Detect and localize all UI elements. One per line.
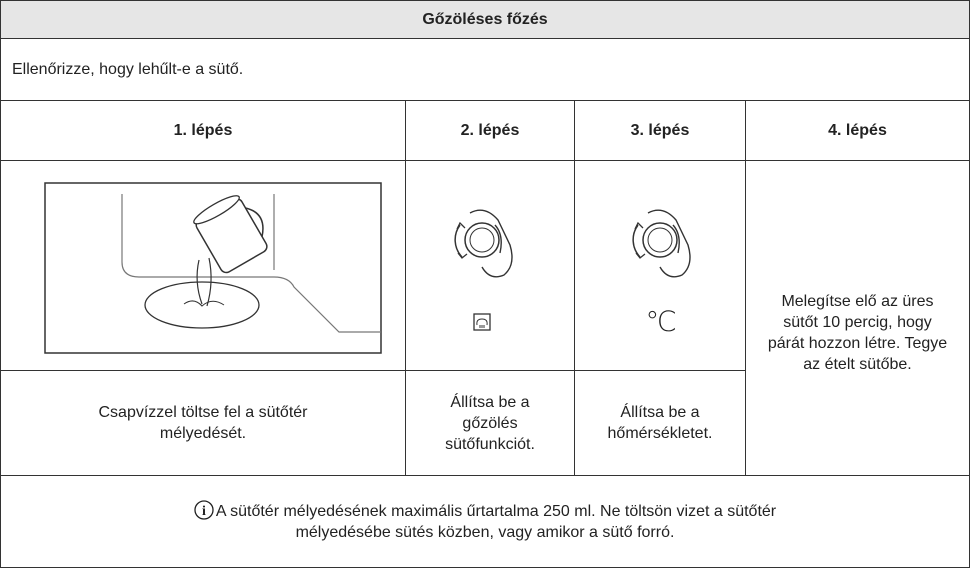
- caption-cell: Csapvízzel töltse fel a sütőtér mélyedés…: [0, 370, 406, 476]
- note-line: i A sütőtér mélyedésének maximális űrtart…: [171, 500, 799, 543]
- knob-illustration: [632, 209, 691, 278]
- caption-cell: Állítsa be a gőzölés sütőfunkciót.: [405, 370, 575, 476]
- note-text: A sütőtér mélyedésének maximális űrtarta…: [215, 503, 777, 541]
- step-heading: 3. lépés: [574, 100, 746, 161]
- caption-cell: Állítsa be a hőmérsékletet.: [574, 370, 746, 476]
- info-icon: i: [194, 500, 214, 520]
- knob-illustration: [454, 209, 513, 331]
- svg-text:i: i: [202, 504, 206, 519]
- step-heading: 4. lépés: [745, 100, 970, 161]
- step4-cell: Melegítse elő az üres sütőt 10 percig, h…: [745, 160, 970, 476]
- intro-cell: Ellenőrizze, hogy lehűlt-e a sütő.: [0, 38, 970, 101]
- heading-text: 3. lépés: [630, 122, 690, 139]
- step-text: Állítsa be a hőmérsékletet.: [607, 404, 713, 442]
- note-cell: i A sütőtér mélyedésének maximális űrtart…: [0, 475, 970, 568]
- step-text: Melegítse elő az üres sütőt 10 percig, h…: [767, 293, 948, 373]
- fill-illustration: [44, 182, 382, 354]
- step-text: Csapvízzel töltse fel a sütőtér mélyedés…: [98, 404, 308, 442]
- step-text: Állítsa be a gőzölés sütőfunkciót.: [445, 393, 535, 453]
- step-heading: 2. lépés: [405, 100, 575, 161]
- heading-text: 4. lépés: [828, 122, 887, 139]
- heading-text: 1. lépés: [173, 122, 233, 139]
- temperature-symbol: ℃: [645, 305, 677, 338]
- table-title: Gőzöléses főzés: [0, 0, 970, 39]
- step-heading: 1. lépés: [0, 100, 406, 161]
- intro-text: Ellenőrizze, hogy lehűlt-e a sütő.: [12, 61, 244, 78]
- heading-text: 2. lépés: [460, 122, 520, 139]
- title-text: Gőzöléses főzés: [422, 11, 548, 28]
